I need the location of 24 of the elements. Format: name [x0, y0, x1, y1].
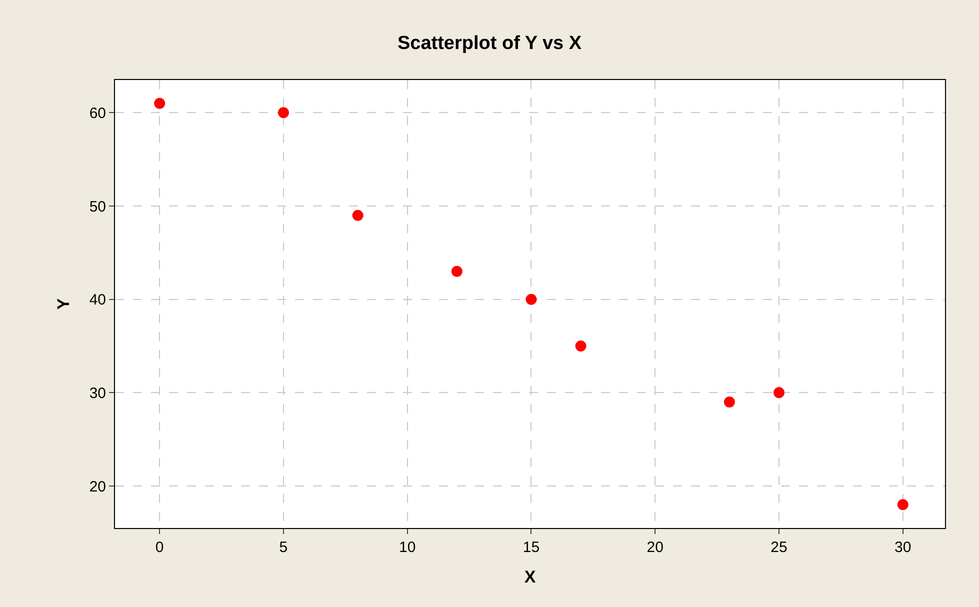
y-tick-label: 20: [89, 478, 106, 496]
x-tick-label: 20: [646, 539, 664, 556]
x-tick-label: 30: [894, 539, 912, 556]
point: [774, 387, 784, 398]
y-tick-label: 60: [89, 104, 106, 122]
point: [526, 294, 537, 305]
x-tick-label: 15: [522, 539, 540, 556]
point: [724, 396, 735, 408]
chart-title: Scatterplot of Y vs X: [397, 33, 582, 54]
y-tick-label: 50: [89, 198, 106, 216]
point: [352, 210, 364, 221]
point: [575, 340, 586, 352]
x-tick-label: 5: [279, 539, 288, 556]
point: [451, 266, 462, 277]
point: [154, 98, 166, 109]
x-tick-label: 10: [399, 539, 416, 556]
x-tick-label: 25: [770, 539, 788, 556]
y-axis-title: Y: [54, 298, 73, 310]
point: [897, 499, 908, 510]
x-tick-label: 0: [155, 539, 164, 556]
y-tick-label: 30: [89, 384, 106, 402]
x-axis-title: X: [524, 567, 536, 586]
y-tick-label: 40: [89, 292, 106, 309]
point: [278, 107, 289, 118]
